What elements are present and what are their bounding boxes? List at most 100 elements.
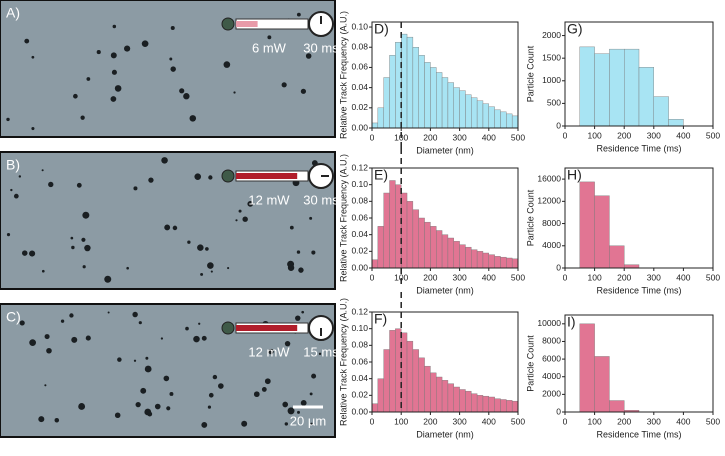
particle [223, 61, 231, 68]
bar [371, 259, 379, 269]
particle [82, 211, 90, 219]
x-tick-label: 0 [563, 272, 568, 282]
particle [41, 169, 44, 172]
bar [609, 48, 625, 127]
particle [85, 335, 91, 341]
x-tick-label: 100 [394, 272, 408, 282]
particle [29, 339, 36, 347]
particle [10, 188, 13, 192]
particle [70, 236, 74, 240]
y-tick-label: 0.02 [351, 390, 368, 400]
particle [201, 422, 208, 428]
x-axis-label: Diameter (nm) [416, 285, 474, 295]
bar [447, 237, 454, 269]
particle [311, 373, 317, 379]
particle [318, 352, 322, 356]
particle [208, 175, 213, 180]
y-tick-label: 0.06 [351, 212, 368, 222]
x-tick-label: 300 [647, 130, 661, 140]
bar [395, 41, 402, 129]
particle [60, 319, 65, 323]
y-tick-label: 0.10 [351, 21, 368, 31]
y-axis-label: Relative Track Frequency (A.U.) [338, 298, 348, 426]
particle [31, 55, 35, 59]
particle [18, 175, 22, 178]
bar [511, 258, 519, 269]
particle [300, 400, 307, 406]
bar [424, 221, 431, 269]
panel-label: G) [567, 21, 583, 37]
bar [465, 390, 472, 413]
x-tick-label: 500 [706, 130, 720, 140]
bar [476, 395, 484, 413]
x-axis-label: Residence Time (ms) [596, 429, 681, 439]
power-label: 6 mW [252, 40, 287, 55]
bar [465, 94, 472, 129]
y-tick-label: 0.00 [351, 406, 368, 416]
laser-icon [221, 169, 235, 183]
particle [24, 38, 30, 44]
laser-icon [221, 17, 235, 31]
y-tick-label: 2000 [542, 30, 561, 40]
bar [430, 67, 437, 129]
bar [371, 403, 379, 413]
bar [609, 400, 625, 413]
bar [511, 400, 519, 413]
particle [238, 209, 242, 213]
particle [104, 275, 112, 283]
scale-bar-label: 20 µm [290, 413, 326, 428]
bar [436, 376, 443, 413]
x-tick-label: 100 [588, 272, 602, 282]
bar [453, 386, 460, 413]
particle [189, 115, 197, 122]
bar [624, 48, 640, 127]
bar [459, 90, 466, 129]
panel-label: I) [567, 314, 576, 330]
x-tick-label: 100 [588, 130, 602, 140]
bar [453, 241, 460, 269]
y-tick-label: 0.00 [351, 122, 368, 132]
particle [114, 412, 121, 419]
bar [401, 332, 408, 413]
bar [424, 62, 431, 129]
particle [264, 378, 271, 385]
particle [172, 225, 178, 231]
bar [424, 365, 431, 413]
particle [296, 12, 301, 17]
particle [253, 391, 260, 398]
panel-label: F) [374, 311, 387, 327]
bar [459, 389, 466, 413]
x-tick-label: 200 [423, 416, 437, 426]
bar [465, 246, 472, 269]
plot-frame [564, 21, 714, 127]
bar [436, 230, 443, 269]
bar [389, 55, 396, 129]
particle [21, 250, 28, 256]
plot-frame [564, 167, 714, 269]
particle [73, 93, 78, 99]
y-tick-label: 0 [556, 262, 561, 272]
particle [296, 250, 301, 254]
particle [111, 69, 117, 75]
bar [471, 249, 478, 269]
y-tick-label: 1000 [542, 75, 561, 85]
y-axis-label: Relative Track Frequency (A.U.) [338, 11, 348, 139]
particle [81, 237, 86, 242]
y-axis-label: Particle Count [525, 335, 535, 392]
particle [161, 157, 168, 164]
y-tick-label: 0.04 [351, 229, 368, 239]
bar [609, 245, 625, 269]
particle [170, 66, 176, 72]
x-tick-label: 500 [706, 272, 720, 282]
particle [38, 416, 45, 423]
bar [418, 55, 425, 129]
bar [579, 323, 595, 413]
bar [482, 252, 489, 269]
panel-label: A) [6, 5, 20, 21]
particle [144, 365, 152, 373]
panel-label: H) [567, 167, 582, 183]
particle [198, 322, 201, 325]
particle [76, 182, 82, 188]
x-tick-label: 400 [676, 272, 690, 282]
y-tick-label: 12000 [537, 196, 561, 206]
